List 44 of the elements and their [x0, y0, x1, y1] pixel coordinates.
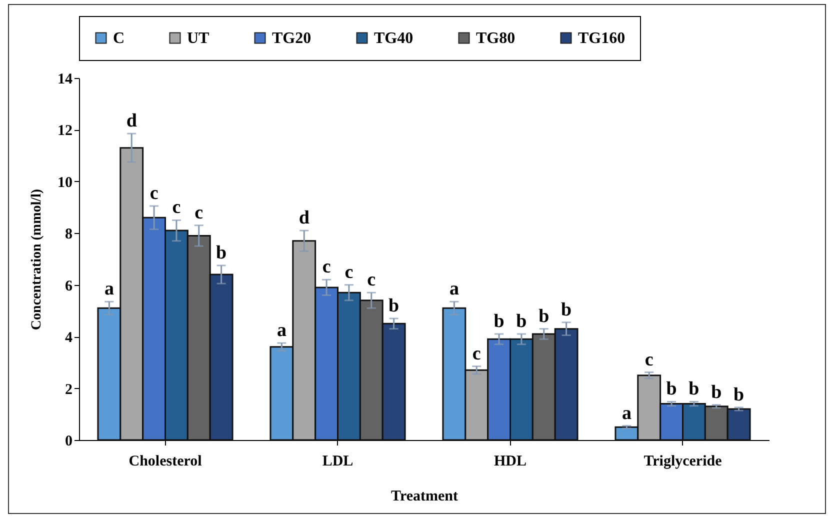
data-label: b	[734, 384, 744, 406]
y-tick-label: 2	[65, 382, 72, 398]
data-label: b	[388, 295, 400, 316]
data-label: c	[322, 256, 331, 278]
data-label: b	[516, 310, 527, 332]
x-tick-label: Cholesterol	[128, 454, 202, 470]
data-label: b	[216, 242, 227, 264]
x-tick-label: Triglyceride	[644, 454, 722, 470]
data-label: c	[644, 349, 654, 370]
data-label: b	[538, 306, 550, 327]
legend-label: TG160	[578, 30, 626, 47]
data-label: c	[194, 202, 204, 224]
data-label: b	[561, 299, 572, 320]
y-tick-label: 6	[65, 278, 73, 294]
data-label: d	[126, 110, 138, 132]
x-tick-label: LDL	[322, 454, 354, 470]
data-label: c	[472, 343, 481, 364]
legend-label: UT	[187, 30, 210, 47]
data-label: c	[344, 262, 354, 283]
y-tick-label: 14	[58, 72, 73, 88]
data-label: b	[711, 382, 722, 403]
data-label: d	[298, 208, 310, 229]
data-label: c	[150, 182, 158, 204]
x-axis-title: Treatment	[391, 488, 458, 504]
data-label: b	[666, 378, 677, 400]
data-label: a	[104, 278, 114, 300]
data-label: a	[449, 278, 460, 300]
y-tick-label: 10	[58, 174, 72, 191]
data-label: c	[367, 270, 376, 291]
data-label: a	[276, 320, 287, 342]
legend-label: TG80	[476, 30, 516, 47]
y-axis-title: Concentration (mmol/l)	[30, 188, 44, 330]
y-tick-label: 4	[65, 330, 73, 346]
legend-label: TG40	[374, 30, 414, 47]
data-label: b	[688, 378, 700, 400]
data-label: a	[622, 402, 632, 424]
legend-label: C	[113, 30, 125, 47]
data-label: c	[172, 197, 181, 218]
legend-label: TG20	[272, 30, 312, 47]
y-tick-label: 12	[58, 123, 72, 140]
y-tick-label: 0	[65, 434, 72, 450]
y-tick-label: 8	[65, 226, 72, 243]
data-label: b	[494, 310, 504, 332]
x-tick-label: HDL	[494, 454, 527, 470]
